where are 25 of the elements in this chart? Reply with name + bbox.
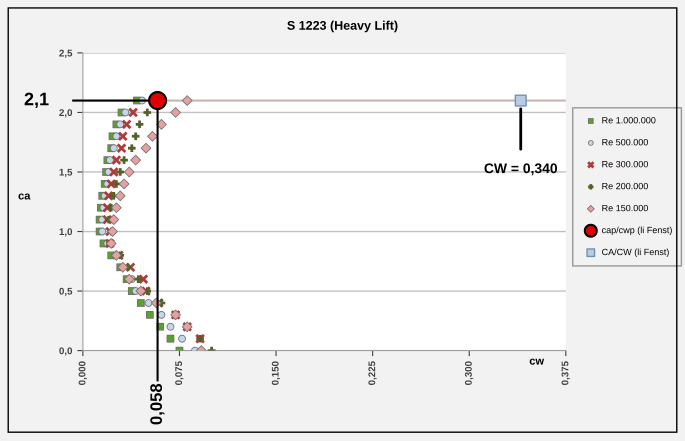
x-tick-label: 0,225 [368,361,377,385]
x-tick-label: 0,000 [78,361,87,385]
y-tick-label: 1,5 [60,168,72,178]
x-tick-label: 0,075 [175,361,184,385]
x-tick-label: 0,375 [562,361,570,385]
legend-label: Re 200.000 [602,182,648,190]
legend-label: Re 300.000 [602,160,648,168]
y-tick-label: 0,0 [59,347,72,356]
y-axis-title: ca [18,193,30,200]
ref-line-label: 0,058 [150,384,164,424]
y-tick-label: 2,5 [59,50,72,58]
legend-label: Re 1.000.000 [602,117,656,124]
chart-title: S 1223 (Heavy Lift) [287,20,398,32]
legend-label: Re 150.000 [602,204,648,212]
legend-label: Re 500.000 [602,138,648,146]
y-tick-label: 2,0 [59,109,72,118]
y-tick-label: 0,5 [59,288,72,296]
x-tick-label: 0,300 [464,361,474,385]
legend-label: cap/cwp (li Fenst) [602,226,672,235]
legend-label: CA/CW (li Fenst) [602,248,669,257]
annotation: CW = 0,340 [484,163,558,176]
x-tick-label: 0,150 [272,361,280,385]
x-axis-title: cw [530,358,544,365]
ref-line-label: 2,1 [24,92,49,108]
y-tick-label: 1,0 [60,228,72,237]
